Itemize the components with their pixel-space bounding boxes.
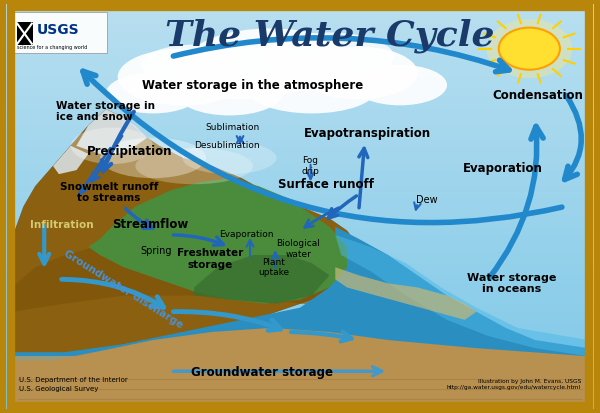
Ellipse shape (118, 49, 247, 105)
Text: Evapotranspiration: Evapotranspiration (304, 127, 431, 140)
Text: Water storage
in oceans: Water storage in oceans (467, 273, 556, 294)
Text: Fog
drip: Fog drip (302, 157, 320, 176)
Ellipse shape (300, 47, 418, 99)
Text: USGS: USGS (37, 23, 79, 37)
Polygon shape (53, 146, 88, 174)
Polygon shape (335, 267, 476, 320)
Text: Precipitation: Precipitation (87, 145, 172, 158)
Text: Plant
uptake: Plant uptake (258, 258, 289, 277)
Polygon shape (77, 109, 147, 154)
Polygon shape (88, 178, 347, 304)
Ellipse shape (188, 28, 353, 93)
Polygon shape (12, 328, 588, 405)
Circle shape (499, 28, 560, 70)
Text: U.S. Department of the Interior: U.S. Department of the Interior (19, 377, 128, 383)
FancyBboxPatch shape (12, 373, 588, 380)
Polygon shape (194, 255, 329, 304)
Ellipse shape (141, 45, 247, 85)
Text: Freshwater
storage: Freshwater storage (178, 248, 244, 270)
Polygon shape (12, 239, 347, 312)
Text: Water storage in the atmosphere: Water storage in the atmosphere (142, 78, 364, 92)
FancyBboxPatch shape (12, 356, 588, 405)
Ellipse shape (265, 33, 394, 81)
FancyBboxPatch shape (10, 12, 107, 53)
Text: Water storage in
ice and snow: Water storage in ice and snow (56, 101, 155, 122)
Text: Streamflow: Streamflow (112, 218, 188, 231)
Text: Condensation: Condensation (493, 89, 584, 102)
Text: Dew: Dew (416, 195, 437, 205)
Text: Desublimation: Desublimation (194, 141, 259, 150)
Polygon shape (335, 235, 588, 356)
Polygon shape (12, 227, 588, 405)
Text: Groundwater discharge: Groundwater discharge (62, 249, 185, 330)
FancyBboxPatch shape (17, 22, 33, 45)
Polygon shape (12, 109, 359, 405)
Ellipse shape (168, 47, 315, 99)
Ellipse shape (182, 142, 277, 174)
Text: Groundwater storage: Groundwater storage (191, 366, 333, 379)
Circle shape (487, 19, 572, 78)
Text: science for a changing world: science for a changing world (17, 45, 87, 50)
FancyBboxPatch shape (12, 368, 588, 393)
Ellipse shape (100, 138, 206, 178)
Ellipse shape (247, 65, 376, 114)
Ellipse shape (353, 65, 447, 105)
Text: Surface runoff: Surface runoff (278, 178, 374, 191)
Ellipse shape (106, 73, 200, 114)
Ellipse shape (176, 71, 283, 115)
Ellipse shape (136, 148, 253, 184)
Ellipse shape (71, 128, 153, 164)
Text: The Water Cycle: The Water Cycle (164, 18, 494, 53)
Text: Evaporation: Evaporation (463, 161, 543, 175)
Text: Spring: Spring (140, 246, 172, 256)
Text: Biological
water: Biological water (276, 239, 320, 259)
Text: Snowmelt runoff
to streams: Snowmelt runoff to streams (60, 182, 158, 203)
Text: Evaporation: Evaporation (218, 230, 273, 239)
Text: U.S. Geological Survey: U.S. Geological Survey (19, 387, 98, 392)
Text: Infiltration: Infiltration (29, 220, 93, 230)
Text: Sublimation: Sublimation (205, 123, 260, 132)
Text: Illustration by John M. Evans, USGS
http://ga.water.usgs.gov/edu/watercycle.html: Illustration by John M. Evans, USGS http… (447, 379, 581, 390)
